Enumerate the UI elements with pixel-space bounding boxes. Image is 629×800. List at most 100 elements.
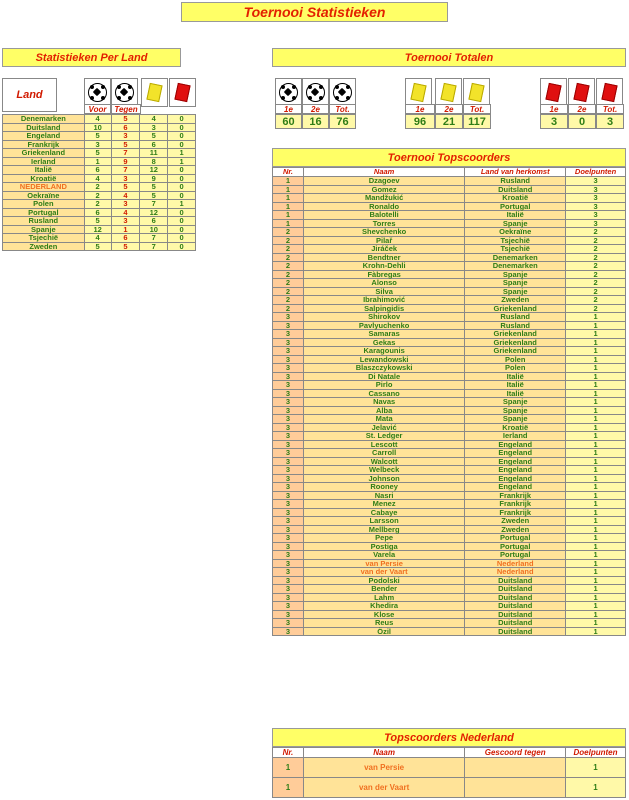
scorer-name: Karagounis <box>302 346 466 356</box>
scorer-name: Larsson <box>302 516 466 526</box>
scorer-name: Khedira <box>302 601 466 611</box>
yellow-card-icon <box>435 78 462 107</box>
scorer-rank: 3 <box>272 346 304 356</box>
land-row: Tsjechië 4 6 7 0 <box>2 233 196 243</box>
scorer-row: 3 Samaras Griekenland 1 <box>272 329 626 339</box>
totalen-title: Toernooi Totalen <box>272 48 626 67</box>
scorer-country: Rusland <box>464 176 567 186</box>
scorer-row: 2 Fàbregas Spanje 2 <box>272 269 626 279</box>
red-2e-label: 2e <box>568 104 596 114</box>
scorer-country: Portugal <box>464 533 567 543</box>
land-row: Engeland 5 3 5 0 <box>2 131 196 141</box>
scorer-row: 3 Lewandowski Polen 1 <box>272 354 626 364</box>
scorer-goals: 1 <box>565 567 626 577</box>
nederland-title: Topscoorders Nederland <box>272 728 626 747</box>
scorer-goals: 3 <box>565 193 626 203</box>
yellow-value: 7 <box>139 199 169 209</box>
scorer-country: Spanje <box>464 414 567 424</box>
scorer-row: 3 Carroll Engeland 1 <box>272 448 626 458</box>
red-value: 0 <box>167 233 196 243</box>
scorer-goals: 1 <box>565 584 626 594</box>
scorer-goals: 1 <box>565 380 626 390</box>
scorer-rank: 3 <box>272 380 304 390</box>
per-land-header: Land <box>2 78 57 112</box>
scorer-goals: 1 <box>565 346 626 356</box>
scorer-goals: 1 <box>565 329 626 339</box>
scorer-row: 3 Postiga Portugal 1 <box>272 541 626 551</box>
scorer-rank: 3 <box>272 312 304 322</box>
land-name: Denemarken <box>2 114 85 124</box>
yellow-tot-value: 117 <box>463 114 491 129</box>
scorer-rank: 2 <box>272 261 304 271</box>
scorer-row: 3 Welbeck Engeland 1 <box>272 465 626 475</box>
scorer-name: Ibrahimović <box>302 295 466 305</box>
scorer-name: Reus <box>302 618 466 628</box>
scorer-row: 3 Bender Duitsland 1 <box>272 584 626 594</box>
tegen-value: 3 <box>110 131 141 141</box>
tegen-value: 5 <box>110 114 141 124</box>
scorer-row: 3 Reus Duitsland 1 <box>272 618 626 628</box>
scorer-name: Jiráček <box>302 244 466 254</box>
red-tot-value: 3 <box>596 114 624 129</box>
goals-tot-label: Tot. <box>329 104 356 114</box>
scorer-name: Özil <box>302 626 466 636</box>
land-name: Polen <box>2 199 85 209</box>
scorer-rank: 1 <box>272 176 304 186</box>
scorer-country: Duitsland <box>464 618 567 628</box>
scorer-name: Menez <box>302 499 466 509</box>
nl-col-nr: Nr. <box>272 747 304 758</box>
scorer-country: Engeland <box>464 482 567 492</box>
land-label: Land <box>16 89 43 101</box>
scorer-row: 3 Varela Portugal 1 <box>272 550 626 560</box>
yellow-1e-label: 1e <box>405 104 435 114</box>
scorer-rank: 3 <box>272 499 304 509</box>
scorer-rank: 3 <box>272 533 304 543</box>
scorer-rank: 3 <box>272 626 304 636</box>
nl-name: van der Vaart <box>302 777 466 798</box>
scorer-row: 3 Cassano Italië 1 <box>272 388 626 398</box>
scorer-goals: 1 <box>565 397 626 407</box>
scorer-country: Ierland <box>464 431 567 441</box>
per-land-title: Statistieken Per Land <box>2 48 181 67</box>
scorer-rank: 1 <box>272 210 304 220</box>
red-value: 1 <box>167 199 196 209</box>
yellow-2e-label: 2e <box>435 104 463 114</box>
scorer-goals: 2 <box>565 227 626 237</box>
red-card-icon <box>568 78 595 107</box>
scorer-name: Krohn-Dehli <box>302 261 466 271</box>
scorer-name: Bender <box>302 584 466 594</box>
scorer-rank: 3 <box>272 414 304 424</box>
page-title: Toernooi Statistieken <box>181 2 448 22</box>
scorer-row: 3 Cabaye Frankrijk 1 <box>272 507 626 517</box>
yellow-1e-value: 96 <box>405 114 435 129</box>
yellow-value: 7 <box>139 241 169 251</box>
red-value: 0 <box>167 241 196 251</box>
red-value: 0 <box>167 216 196 226</box>
scorer-rank: 3 <box>272 397 304 407</box>
voor-value: 2 <box>83 182 112 192</box>
scorer-country: Tsjechië <box>464 244 567 254</box>
scorer-rank: 3 <box>272 482 304 492</box>
nl-against <box>464 777 567 798</box>
scorer-country: Italië <box>464 380 567 390</box>
nl-rank: 1 <box>272 777 304 798</box>
scorer-rank: 3 <box>272 448 304 458</box>
scorer-goals: 1 <box>565 312 626 322</box>
scorer-name: Pepe <box>302 533 466 543</box>
football-icon <box>302 78 329 107</box>
scorer-goals: 3 <box>565 176 626 186</box>
scorer-goals: 2 <box>565 261 626 271</box>
scorer-rank: 3 <box>272 363 304 373</box>
scorer-country: Italië <box>464 210 567 220</box>
scorer-name: Mandžukić <box>302 193 466 203</box>
land-name: Griekenland <box>2 148 85 158</box>
nl-col-naam: Naam <box>302 747 466 758</box>
scorer-name: Carroll <box>302 448 466 458</box>
scorer-row: 3 Walcott Engeland 1 <box>272 456 626 466</box>
red-1e-value: 3 <box>540 114 568 129</box>
scorer-country: Oekraïne <box>464 227 567 237</box>
scorer-country: Kroatië <box>464 193 567 203</box>
nederland-table: Nr. Naam Gescoord tegen Doelpunten 1 van … <box>272 747 626 798</box>
goals-tot-value: 76 <box>329 114 356 129</box>
